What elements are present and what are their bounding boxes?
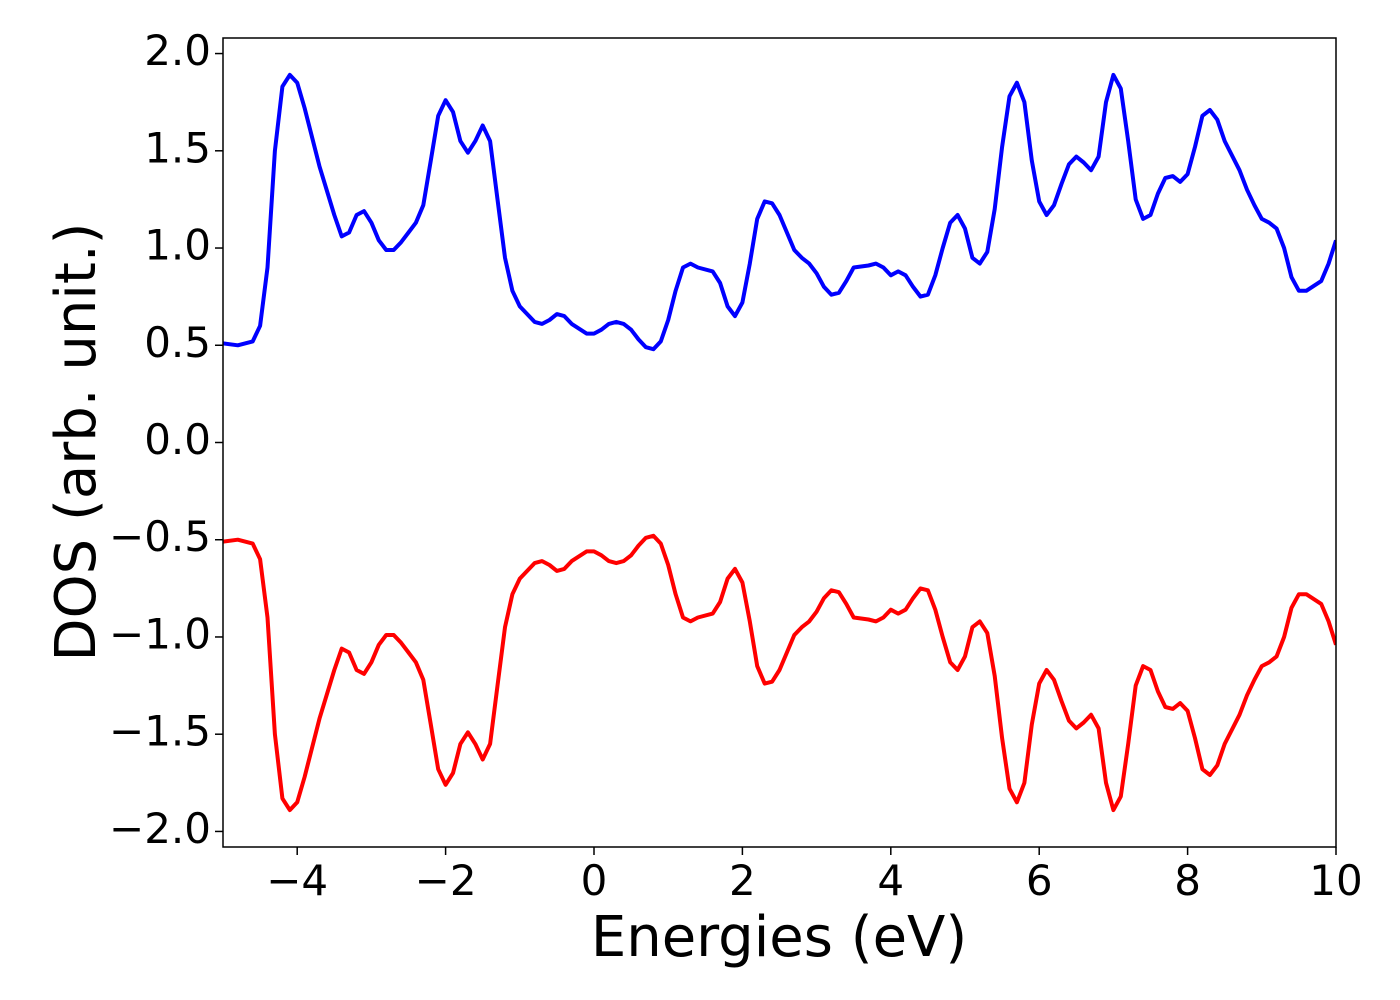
x-tick-label: 2 (729, 856, 756, 905)
x-tick-label: 8 (1174, 856, 1201, 905)
y-tick-label: −0.5 (109, 512, 211, 561)
x-tick-label: −4 (266, 856, 328, 905)
y-tick-label: −1.5 (109, 707, 211, 756)
y-axis-label: DOS (arb. unit.) (44, 222, 109, 661)
plot-frame (222, 37, 1337, 848)
series-line (223, 72, 1336, 352)
x-tick-label: −2 (415, 856, 477, 905)
y-tick-label: 1.0 (144, 221, 211, 270)
series-line (223, 533, 1336, 813)
y-tick-label: −1.0 (109, 609, 211, 658)
y-tick-label: 2.0 (144, 26, 211, 75)
x-tick-label: 10 (1309, 856, 1362, 905)
x-axis-label: Energies (eV) (591, 905, 967, 970)
x-tick-label: 0 (581, 856, 608, 905)
x-tick-label: 4 (877, 856, 904, 905)
y-tick-label: 0.5 (144, 318, 211, 367)
y-tick-label: 1.5 (144, 123, 211, 172)
y-tick-label: −2.0 (109, 804, 211, 853)
y-tick-label: 0.0 (144, 415, 211, 464)
x-tick-label: 6 (1026, 856, 1053, 905)
